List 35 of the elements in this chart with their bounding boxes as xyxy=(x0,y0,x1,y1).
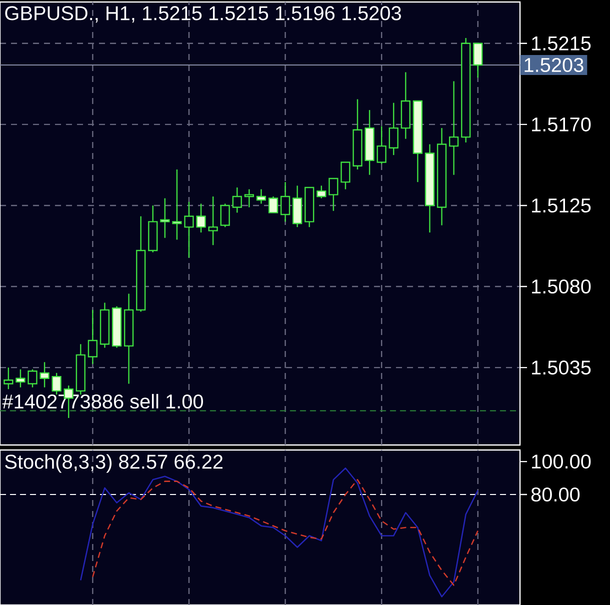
candlestick xyxy=(448,80,459,176)
candlestick xyxy=(172,168,182,240)
candlestick xyxy=(316,185,326,199)
candlestick xyxy=(220,203,230,228)
y-tick-label: 1.5080 xyxy=(532,279,591,294)
candlestick xyxy=(328,178,338,212)
y-tick-label: 80.00 xyxy=(531,487,580,502)
candlestick xyxy=(16,368,26,388)
candlestick xyxy=(232,186,242,214)
candlestick xyxy=(4,366,14,390)
y-tick-label: 1.5035 xyxy=(532,360,591,375)
y-tick-label: 1.5170 xyxy=(532,117,591,132)
candlestick xyxy=(376,126,386,165)
candlestick xyxy=(340,162,350,190)
chart-title: Stoch(8,3,3) 82.57 66.22 xyxy=(5,454,222,473)
y-tick-label: 100.00 xyxy=(532,454,591,469)
candlestick xyxy=(473,42,483,78)
y-tick-label: 1.5215 xyxy=(532,36,591,50)
line-series xyxy=(92,479,479,586)
candlestick xyxy=(160,198,170,238)
candlestick xyxy=(52,372,62,396)
candlestick xyxy=(88,309,98,365)
chart-title: GBPUSD., H1, 1.5215 1.5215 1.5196 1.5203 xyxy=(5,6,401,23)
candlestick xyxy=(388,102,398,156)
candlestick xyxy=(244,188,254,208)
ref-line-label: 1.5203 xyxy=(524,58,584,72)
candlestick xyxy=(28,368,38,388)
candlestick xyxy=(280,181,290,222)
candlestick xyxy=(268,196,278,214)
candlestick xyxy=(184,201,194,258)
candlestick xyxy=(256,188,266,204)
candlestick xyxy=(208,196,218,246)
candlestick xyxy=(196,203,206,234)
candlestick xyxy=(40,362,50,388)
y-tick-label: 1.5125 xyxy=(532,198,591,213)
